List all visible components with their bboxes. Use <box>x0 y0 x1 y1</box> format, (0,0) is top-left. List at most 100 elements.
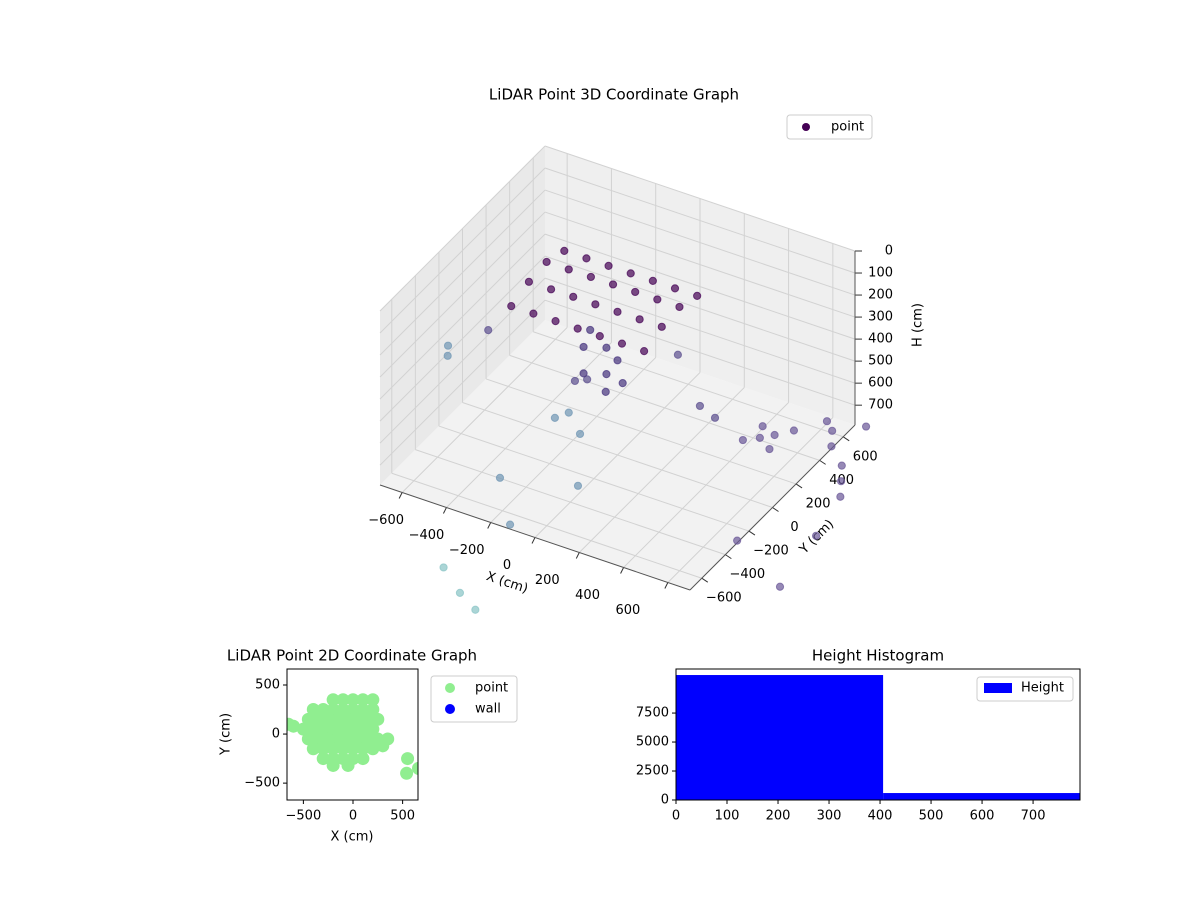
point <box>306 742 320 756</box>
x-tick-label: 500 <box>919 809 944 824</box>
point <box>828 426 837 435</box>
point <box>573 324 582 333</box>
x-tick-label: −400 <box>409 528 445 543</box>
point <box>670 284 680 293</box>
grid-line <box>544 145 856 252</box>
point <box>604 261 613 270</box>
point <box>443 341 453 350</box>
point <box>331 732 345 746</box>
y-tick-label: 0 <box>790 520 798 535</box>
grid-line <box>438 425 750 532</box>
point <box>316 752 330 766</box>
point <box>376 739 390 753</box>
grid-line <box>544 189 856 296</box>
point <box>822 417 832 426</box>
point <box>351 712 365 726</box>
grid-line <box>544 255 856 362</box>
tick-mark <box>795 483 803 489</box>
chart-title: LiDAR Point 2D Coordinate Graph <box>227 647 477 665</box>
point <box>631 287 640 297</box>
x-tick-label: 700 <box>1021 809 1046 824</box>
point <box>366 722 380 736</box>
point <box>582 254 591 263</box>
grid-line <box>379 277 546 444</box>
tick-mark <box>487 522 492 529</box>
point <box>331 712 345 726</box>
point <box>837 461 846 470</box>
x-tick-label: 200 <box>535 573 560 588</box>
point <box>346 722 360 736</box>
point <box>738 435 747 445</box>
tick-mark <box>842 436 850 442</box>
bar <box>676 675 884 800</box>
grid-line <box>544 211 856 318</box>
point <box>336 722 350 736</box>
x-tick-label: 300 <box>817 809 842 824</box>
grid-line <box>415 449 726 556</box>
tick-mark <box>725 554 732 560</box>
point <box>484 326 493 335</box>
point <box>366 742 380 756</box>
legend-label: wall <box>475 702 501 717</box>
point <box>321 732 335 746</box>
point <box>573 481 583 490</box>
z-tick-label: 200 <box>868 288 893 303</box>
point <box>356 693 370 707</box>
x-tick-label: 0 <box>349 809 357 824</box>
z-tick-label: 700 <box>868 398 893 413</box>
point <box>356 703 370 717</box>
point <box>341 758 355 772</box>
grid-line <box>379 189 546 356</box>
point <box>351 732 365 746</box>
point <box>400 766 414 780</box>
grid-line <box>379 211 546 378</box>
axes-frame <box>286 668 419 801</box>
point <box>579 369 588 378</box>
point <box>326 722 340 736</box>
point <box>361 712 375 726</box>
y-tick-label: 7500 <box>636 706 669 721</box>
point <box>695 401 705 411</box>
point <box>524 277 534 286</box>
legend: point <box>786 114 873 140</box>
point <box>306 703 320 717</box>
point <box>529 309 538 318</box>
point <box>635 315 644 324</box>
x-tick-label: 0 <box>503 558 511 573</box>
point <box>346 742 360 756</box>
y-tick-label: −200 <box>753 544 789 559</box>
point <box>326 742 340 756</box>
bar <box>883 793 1080 800</box>
point <box>321 712 335 726</box>
grid-line <box>379 167 546 334</box>
point <box>591 300 600 309</box>
point <box>326 758 340 772</box>
point <box>311 732 325 746</box>
chart-title: LiDAR Point 3D Coordinate Graph <box>489 86 739 104</box>
y-tick-label: −400 <box>729 567 765 582</box>
point <box>758 422 767 431</box>
point <box>336 742 350 756</box>
point <box>569 292 578 301</box>
point <box>316 703 330 717</box>
point <box>640 347 649 356</box>
point <box>301 732 315 746</box>
point <box>471 605 480 614</box>
y-tick-label: 5000 <box>636 735 669 750</box>
point <box>346 693 360 707</box>
grid-line <box>544 277 856 384</box>
legend: Height <box>976 676 1074 702</box>
point <box>648 276 657 285</box>
x-tick-label: 500 <box>390 809 415 824</box>
point <box>673 350 682 359</box>
legend-swatch <box>984 683 1012 693</box>
x-tick-label: 400 <box>575 588 600 603</box>
x-tick-label: 400 <box>868 809 893 824</box>
y-tick-label: 2500 <box>636 764 669 779</box>
point <box>608 280 618 289</box>
point <box>579 342 588 352</box>
tick-mark <box>748 530 756 536</box>
point <box>836 477 846 486</box>
point <box>296 722 310 736</box>
point <box>564 408 573 417</box>
